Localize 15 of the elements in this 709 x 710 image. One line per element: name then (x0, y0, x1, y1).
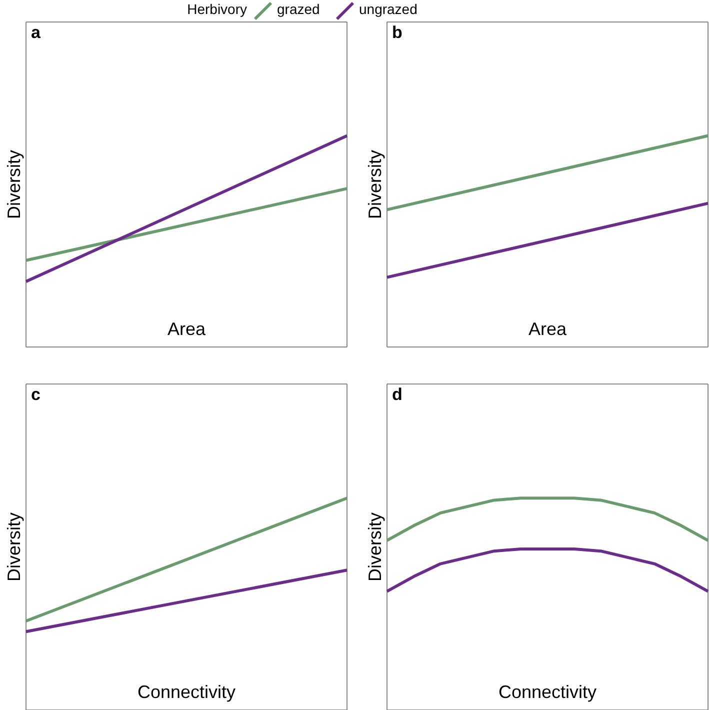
legend-label: grazed (277, 1, 320, 17)
y-axis-title: Diversity (4, 512, 24, 582)
x-axis-title: Connectivity (498, 682, 597, 702)
chart-title: c (31, 385, 40, 404)
y-axis-title: Diversity (4, 150, 24, 220)
y-axis-title: Diversity (365, 150, 385, 220)
chart-title: b (392, 23, 402, 42)
chart-title: a (31, 23, 41, 42)
y-axis-title: Diversity (365, 512, 385, 582)
legend-label: ungrazed (359, 1, 418, 17)
chart-title: d (392, 385, 402, 404)
x-axis-title: Area (528, 319, 568, 339)
x-axis-title: Area (167, 319, 206, 339)
legend-title: Herbivory (187, 1, 247, 17)
x-axis-title: Connectivity (137, 682, 236, 702)
